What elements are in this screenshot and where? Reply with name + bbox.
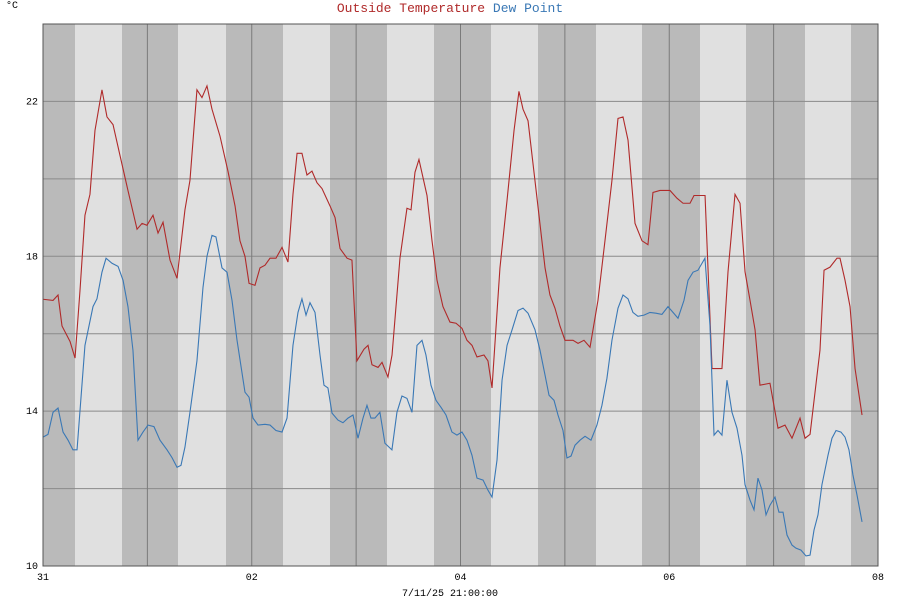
night-band [434,24,491,566]
night-band [43,24,75,566]
y-axis-label: °C [6,0,18,12]
night-band [330,24,387,566]
legend-entry: Dew Point [493,1,563,16]
night-band [746,24,805,566]
y-tick-label: 10 [26,562,38,573]
lines [42,84,863,557]
series-line [42,234,863,557]
x-tick-label: 06 [663,573,675,584]
y-tick-label: 14 [26,407,38,418]
night-band [122,24,178,566]
x-tick-label: 31 [37,573,49,584]
night-band [642,24,700,566]
night-band [538,24,596,566]
x-axis-label: 7/11/25 21:00:00 [402,588,498,600]
x-tick-label: 04 [454,573,466,584]
y-tick-label: 22 [26,97,38,108]
night-band [226,24,283,566]
legend: Outside Temperature Dew Point [337,1,563,16]
night-band [851,24,878,566]
series-line [42,84,863,440]
y-tick-label: 18 [26,252,38,263]
x-tick-label: 08 [872,573,884,584]
plot-frame [42,23,879,567]
x-tick-label: 02 [246,573,258,584]
legend-entry: Outside Temperature [337,1,485,16]
